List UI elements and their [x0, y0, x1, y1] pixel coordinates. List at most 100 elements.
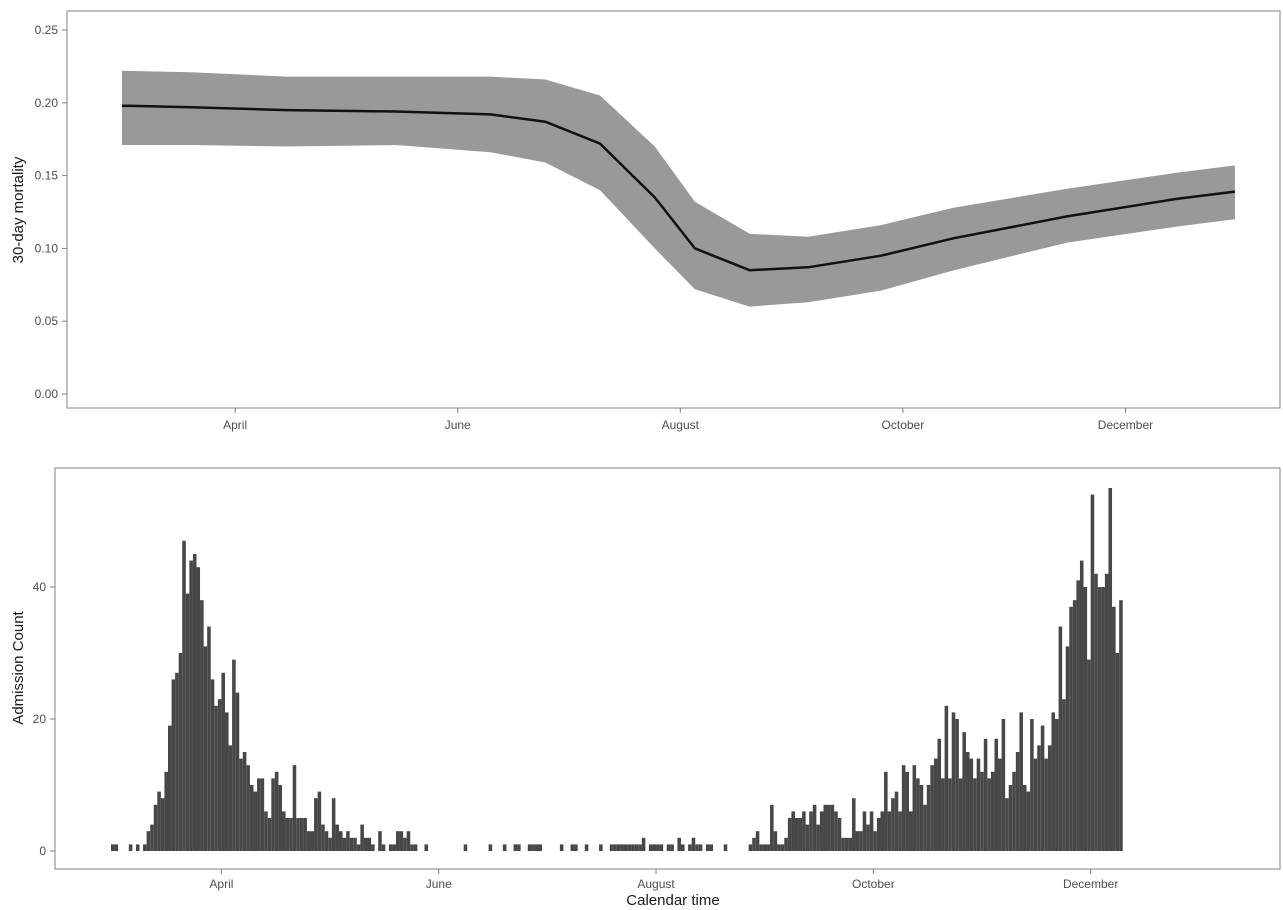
- admission-bar: [502, 844, 507, 851]
- admission-bar: [160, 798, 165, 851]
- admission-bar: [392, 844, 396, 851]
- admission-bar: [1030, 719, 1034, 851]
- admission-bar: [823, 804, 828, 851]
- admission-bar: [634, 844, 639, 851]
- y-tick-label: 40: [33, 580, 47, 594]
- x-tick-label: August: [637, 877, 675, 891]
- y-tick-label: 0: [39, 844, 46, 858]
- admission-bar: [559, 844, 564, 851]
- admission-bar: [185, 593, 190, 851]
- admission-bar: [777, 844, 781, 851]
- admission-bar: [894, 791, 899, 851]
- admission-bar: [157, 791, 161, 851]
- admission-bar: [303, 818, 307, 851]
- admission-bar: [534, 844, 539, 851]
- admission-bar: [128, 844, 133, 851]
- admission-bar: [111, 844, 115, 851]
- admission-bar: [267, 818, 272, 851]
- admission-bar: [965, 752, 970, 851]
- admission-bar: [1065, 646, 1070, 851]
- admission-bar: [1076, 580, 1080, 851]
- admission-bar: [759, 844, 763, 851]
- y-tick-label: 0.25: [35, 23, 59, 37]
- admission-bar: [923, 804, 927, 851]
- admission-bar: [855, 831, 860, 851]
- admission-bar: [976, 758, 981, 851]
- admission-bar: [353, 837, 357, 851]
- admission-bar: [285, 818, 290, 851]
- admission-bar: [1058, 626, 1063, 851]
- admission-bar: [623, 844, 628, 851]
- admission-bar: [1033, 758, 1038, 851]
- admission-bar: [168, 725, 172, 851]
- admission-bar: [175, 672, 179, 851]
- admission-bar: [819, 811, 824, 851]
- admission-bar: [866, 824, 870, 851]
- admission-bar: [1115, 653, 1120, 851]
- admission-bar: [680, 844, 685, 851]
- admission-bar: [827, 804, 831, 851]
- x-tick-label: April: [209, 877, 233, 891]
- admission-bar: [1094, 573, 1098, 851]
- admission-bar: [200, 600, 204, 851]
- admission-bar: [274, 771, 279, 851]
- admission-bar: [310, 831, 315, 851]
- admission-bar: [916, 778, 920, 851]
- admission-bar: [666, 844, 671, 851]
- admission-bar: [1051, 712, 1056, 851]
- admission-bar: [780, 844, 785, 851]
- admission-bar: [399, 831, 404, 851]
- admission-bar: [328, 837, 332, 851]
- admission-bar: [841, 837, 845, 851]
- admission-bar: [834, 811, 838, 851]
- admission-bar: [299, 818, 304, 851]
- admission-bar: [182, 540, 186, 851]
- y-tick-label: 0.20: [35, 96, 59, 110]
- admission-bar: [648, 844, 653, 851]
- admission-bar: [363, 837, 368, 851]
- y-tick-label: 0.05: [35, 314, 59, 328]
- admission-bar: [941, 778, 945, 851]
- admission-bar: [873, 831, 877, 851]
- admission-bar: [884, 771, 888, 851]
- admission-bar: [1015, 752, 1020, 851]
- admission-bar: [1047, 745, 1052, 851]
- y-tick-label: 0.10: [35, 241, 59, 255]
- admission-bar: [192, 554, 197, 851]
- admission-bar: [239, 758, 243, 851]
- admission-bar: [1012, 771, 1016, 851]
- admission-bar: [278, 785, 282, 851]
- admission-bar: [463, 844, 468, 851]
- admission-bar: [762, 844, 767, 851]
- admission-bar: [114, 844, 119, 851]
- admission-bar: [998, 758, 1002, 851]
- admission-bar: [816, 824, 820, 851]
- admission-bar: [691, 837, 696, 851]
- admission-bar: [609, 844, 614, 851]
- admission-bar: [331, 798, 336, 851]
- x-tick-label: June: [426, 877, 452, 891]
- admission-bar: [908, 811, 913, 851]
- admissions-panel: 0 20 40 April June August October December Adm…: [10, 467, 1281, 909]
- admission-bar: [570, 844, 575, 851]
- admission-bar: [225, 712, 229, 851]
- admission-bar: [695, 844, 699, 851]
- admission-bar: [217, 699, 222, 851]
- admission-bar: [620, 844, 624, 851]
- admission-bar: [488, 844, 493, 851]
- admission-bar: [346, 831, 350, 851]
- admission-bar: [207, 626, 211, 851]
- admission-bar: [1119, 600, 1123, 851]
- admission-bar: [367, 837, 372, 851]
- admission-bar: [1062, 699, 1066, 851]
- mortality-panel: 0.00 0.05 0.10 0.15 0.20 0.25 April June August…: [10, 10, 1281, 432]
- admission-bar: [1069, 606, 1073, 851]
- x-axis-title: Calendar time: [626, 892, 719, 909]
- admission-bar: [688, 844, 692, 851]
- admission-bar: [933, 758, 938, 851]
- admission-bar: [599, 844, 603, 851]
- admission-bar: [919, 785, 924, 851]
- admission-bar: [755, 831, 760, 851]
- admission-bar: [1037, 745, 1041, 851]
